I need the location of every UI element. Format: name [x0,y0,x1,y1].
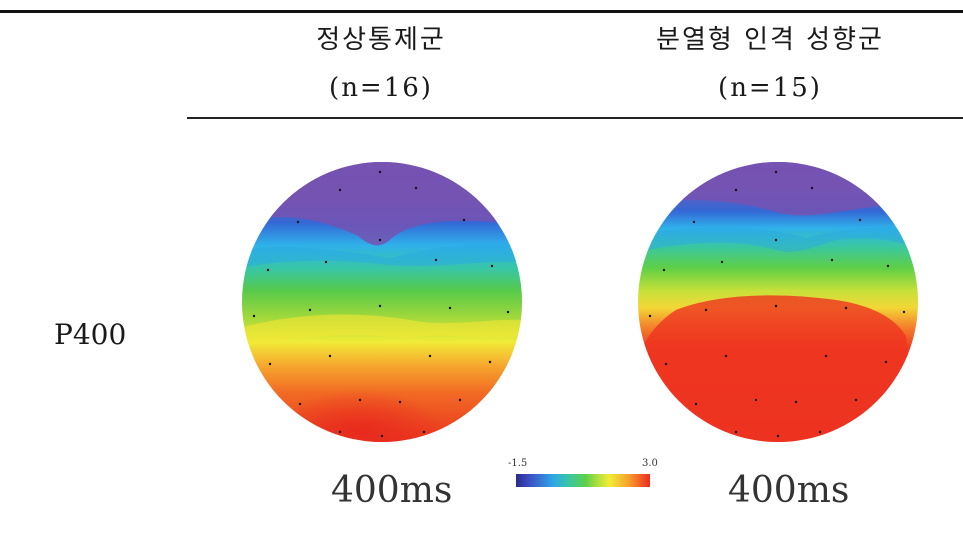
column-header-control-name: 정상통제군 [316,25,446,55]
colorbar-max-label: 3.0 [642,458,658,469]
colorbar-gradient [516,474,650,487]
colorbar: -1.5 3.0 [508,456,658,496]
time-label-schizotypal: 400ms [728,470,850,511]
column-header-control-n: (n=16) [329,73,433,103]
colorbar-min-label: -1.5 [508,458,528,469]
column-header-schizotypal: 분열형 인격 성향군 (n=15) [620,20,920,108]
row-label-p400: P400 [54,318,127,351]
column-header-schizotypal-name: 분열형 인격 성향군 [656,25,884,55]
column-header-schizotypal-n: (n=15) [718,73,822,103]
topographic-map-control [242,162,522,442]
table-header-rule [187,117,963,119]
column-header-control: 정상통제군 (n=16) [231,20,531,108]
time-label-control: 400ms [331,470,453,511]
table-top-rule [0,10,963,13]
topographic-map-schizotypal [638,162,918,442]
